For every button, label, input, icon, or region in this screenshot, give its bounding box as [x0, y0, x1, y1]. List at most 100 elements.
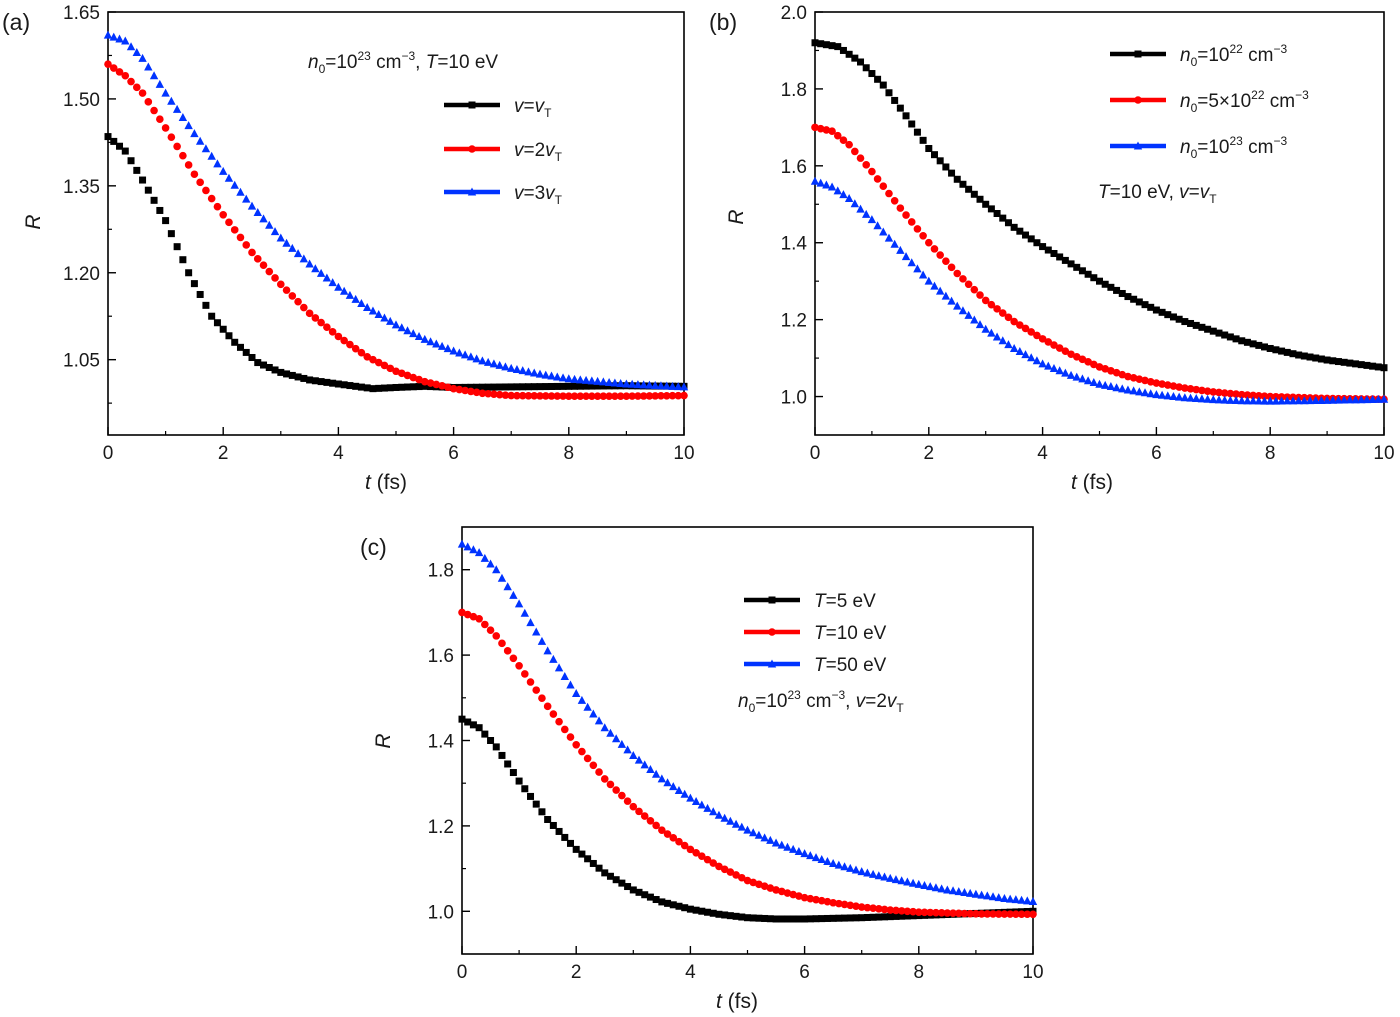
data-point: [1345, 395, 1355, 404]
data-point: [795, 915, 803, 923]
legend-marker: [1134, 96, 1142, 104]
data-point: [599, 377, 608, 386]
data-point: [1175, 315, 1183, 323]
data-point: [144, 62, 153, 71]
data-point: [954, 909, 963, 918]
legend-label: n0=5×1022 cm−3: [1180, 88, 1309, 115]
data-point: [1118, 384, 1127, 393]
data-point: [913, 225, 922, 233]
data-point: [987, 300, 996, 309]
data-point: [760, 882, 769, 890]
data-point: [743, 825, 752, 834]
data-point: [943, 909, 952, 917]
data-point: [492, 743, 500, 751]
data-point: [909, 907, 917, 916]
data-point: [346, 340, 354, 349]
data-point: [953, 269, 962, 278]
data-point: [466, 352, 476, 361]
data-point: [501, 383, 509, 391]
data-point: [675, 902, 683, 910]
data-point: [1129, 386, 1138, 395]
data-point: [1346, 359, 1354, 367]
data-point: [1266, 344, 1274, 352]
data-point: [772, 886, 780, 894]
data-point: [1272, 346, 1280, 354]
data-point: [823, 897, 832, 906]
y-tick-label: 1.4: [781, 234, 808, 255]
legend-entry-3: T=50 eV: [744, 655, 887, 676]
data-point: [639, 380, 648, 389]
data-point: [432, 339, 441, 348]
data-point: [1135, 387, 1144, 396]
data-point: [340, 336, 348, 345]
data-point: [236, 343, 244, 351]
data-point: [834, 43, 842, 51]
data-point: [509, 590, 518, 599]
data-point: [1379, 394, 1389, 403]
series-2: [458, 608, 1037, 919]
data-point: [816, 178, 825, 187]
data-point: [937, 884, 946, 893]
legend-marker: [767, 659, 777, 668]
data-point: [1289, 350, 1297, 358]
data-point: [721, 911, 729, 919]
data-point: [606, 872, 614, 880]
data-point: [851, 54, 859, 62]
data-point: [920, 881, 929, 890]
data-point: [833, 186, 842, 195]
legend-label: v=vT: [514, 96, 552, 120]
data-point: [868, 869, 878, 878]
data-point: [496, 383, 504, 391]
data-point: [549, 710, 558, 718]
data-point: [578, 850, 586, 858]
data-point: [553, 382, 561, 390]
data-point: [896, 245, 905, 254]
data-point: [190, 170, 199, 179]
data-point: [1044, 338, 1053, 346]
data-point: [1215, 388, 1223, 397]
data-point: [1311, 396, 1320, 405]
data-point: [541, 370, 550, 379]
data-point: [881, 913, 889, 921]
data-point: [873, 175, 882, 183]
data-point: [386, 364, 395, 373]
data-point: [526, 678, 535, 686]
data-point: [538, 808, 546, 816]
data-point: [1044, 361, 1053, 370]
data-point: [949, 909, 957, 917]
legend-marker: [468, 101, 476, 109]
data-point: [161, 124, 170, 132]
data-point: [236, 233, 245, 242]
data-point: [311, 314, 320, 322]
data-point: [754, 830, 764, 839]
data-point: [478, 383, 486, 391]
data-point: [686, 905, 694, 913]
data-point: [260, 361, 268, 369]
data-point: [920, 908, 929, 917]
data-point: [862, 209, 871, 218]
x-tick-label: 6: [448, 443, 459, 464]
data-point: [110, 137, 118, 145]
data-point: [1203, 394, 1212, 403]
data-point: [570, 374, 579, 383]
data-point: [634, 755, 644, 764]
data-point: [581, 375, 591, 384]
data-point: [599, 382, 607, 390]
data-point: [536, 392, 544, 400]
data-point: [507, 363, 516, 372]
data-point: [469, 721, 477, 729]
data-point: [421, 382, 429, 390]
data-point: [828, 42, 836, 50]
data-point: [501, 391, 510, 399]
data-point: [913, 128, 921, 136]
data-point: [658, 898, 666, 906]
data-point: [897, 907, 906, 915]
data-point: [698, 907, 706, 915]
data-point: [276, 233, 285, 242]
data-point: [862, 161, 871, 169]
data-point: [1023, 910, 1032, 919]
data-point: [483, 357, 493, 366]
data-point: [346, 382, 354, 390]
data-point: [874, 75, 882, 83]
